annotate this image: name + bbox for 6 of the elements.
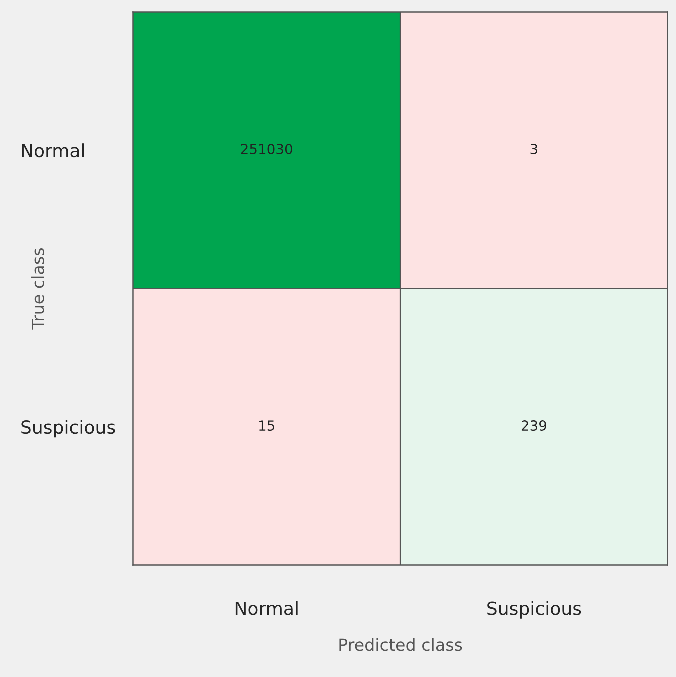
data-label: 239	[522, 420, 546, 432]
x-axis-title: Predicted class	[340, 638, 462, 652]
data-label: 3	[530, 144, 538, 154]
data-label: 251030	[241, 144, 292, 154]
data-label: 15	[260, 420, 274, 432]
y-axis-title: True class	[31, 248, 44, 330]
